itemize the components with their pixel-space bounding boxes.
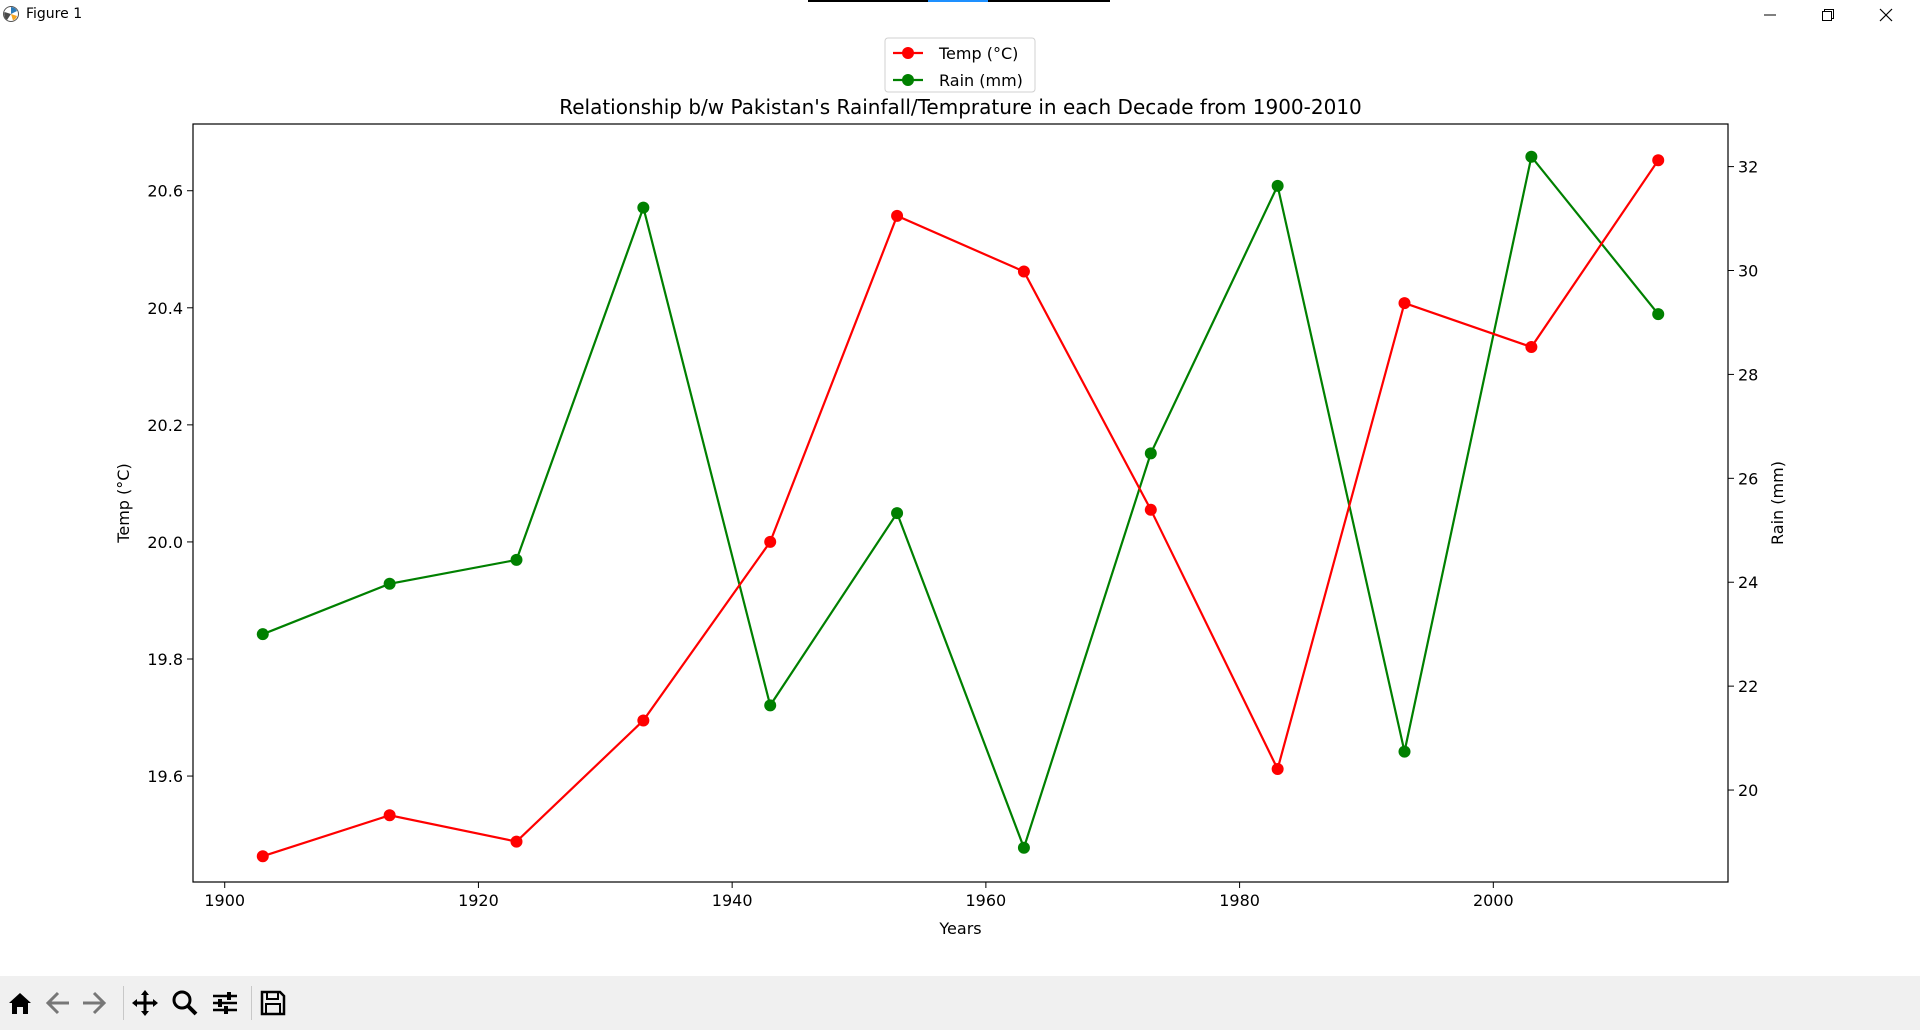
data-point-temp [256,850,269,863]
data-point-temp [1398,297,1411,310]
data-point-rain [1271,179,1284,192]
data-point-temp [1652,154,1665,167]
sliders-icon [213,992,237,1014]
y2-tick-label: 26 [1738,469,1758,488]
figure-canvas[interactable]: 1900 1920 1940 1960 1980 2000 19.6 19.8 20.0 20.2… [0,30,1920,976]
arrow-left-icon [45,991,69,1015]
x-axis-label: Years [938,919,981,938]
y2-tick-label: 32 [1738,158,1758,177]
data-point-rain [1398,745,1411,758]
data-point-temp [510,835,523,848]
data-point-temp [383,809,396,822]
y-tick-label: 20.0 [147,533,183,552]
legend-box [884,37,1036,93]
y-tick-label: 20.2 [147,416,183,435]
data-point-rain [637,201,650,214]
forward-button[interactable] [76,985,112,1021]
close-button[interactable] [1858,0,1916,30]
y2-tick-label: 30 [1738,262,1758,281]
data-point-temp [1144,503,1157,516]
move-icon [132,990,158,1016]
y-tick-label: 19.8 [147,650,183,669]
y2-tick-label: 20 [1738,781,1758,800]
home-button[interactable] [2,985,38,1021]
data-point-rain [764,699,777,712]
minimize-button[interactable] [1742,0,1800,30]
data-point-rain [510,553,523,566]
legend-marker [902,47,914,59]
matplotlib-icon [3,6,19,22]
data-point-temp [637,714,650,727]
save-button[interactable] [255,985,291,1021]
y2-tick-label: 24 [1738,573,1758,592]
x-tick-label: 1980 [1219,891,1260,910]
data-point-rain [1144,447,1157,460]
maximize-button[interactable] [1800,0,1858,30]
data-point-rain [1652,308,1665,321]
toolbar-separator [123,986,124,1020]
data-point-rain [1525,150,1538,163]
home-icon [9,993,31,1014]
arrow-right-icon [83,991,107,1015]
minimize-icon [1764,14,1776,16]
data-point-rain [256,628,269,641]
y-axis-label: Temp (°C) [114,463,133,543]
y-tick-label: 19.6 [147,767,183,786]
x-tick-label: 1960 [966,891,1007,910]
series-line-rain [262,154,1660,852]
configure-subplots-button[interactable] [207,985,243,1021]
data-point-temp [891,209,904,222]
title-divider [808,0,928,2]
plot-area [192,123,1729,883]
chart: 1900 1920 1940 1960 1980 2000 19.6 19.8 20.0 20.2… [114,37,1787,938]
series-line-temp [262,159,1660,858]
zoom-button[interactable] [167,985,203,1021]
navigation-toolbar [0,976,1920,1030]
legend-label: Rain (mm) [939,71,1023,90]
x-tick-label: 1900 [204,891,245,910]
x-tick-label: 1940 [712,891,753,910]
x-tick-label: 2000 [1473,891,1514,910]
data-point-temp [764,535,777,548]
toolbar-separator [251,986,252,1020]
window-title: Figure 1 [26,6,83,22]
floppy-disk-icon [260,990,286,1016]
data-point-temp [1525,341,1538,354]
y2-axis-label: Rain (mm) [1768,461,1787,545]
y-tick-label: 20.6 [147,182,183,201]
y-tick-label: 20.4 [147,299,183,318]
title-divider [988,0,1110,2]
data-point-temp [1017,265,1030,278]
y2-tick-label: 22 [1738,677,1758,696]
window-titlebar: Figure 1 [0,0,1920,30]
close-icon [1879,8,1893,22]
restore-icon [1822,9,1834,21]
pan-button[interactable] [127,985,163,1021]
back-button[interactable] [40,985,76,1021]
title-divider-accent [928,0,988,2]
data-point-temp [1271,763,1284,776]
x-tick-label: 1920 [458,891,499,910]
chart-title: Relationship b/w Pakistan's Rainfall/Tem… [559,95,1362,119]
legend-label: Temp (°C) [938,44,1018,63]
data-point-rain [383,577,396,590]
data-point-rain [891,507,904,520]
magnifier-icon [172,990,198,1016]
y2-tick-label: 28 [1738,365,1758,384]
legend-marker [902,74,914,86]
data-point-rain [1017,841,1030,854]
